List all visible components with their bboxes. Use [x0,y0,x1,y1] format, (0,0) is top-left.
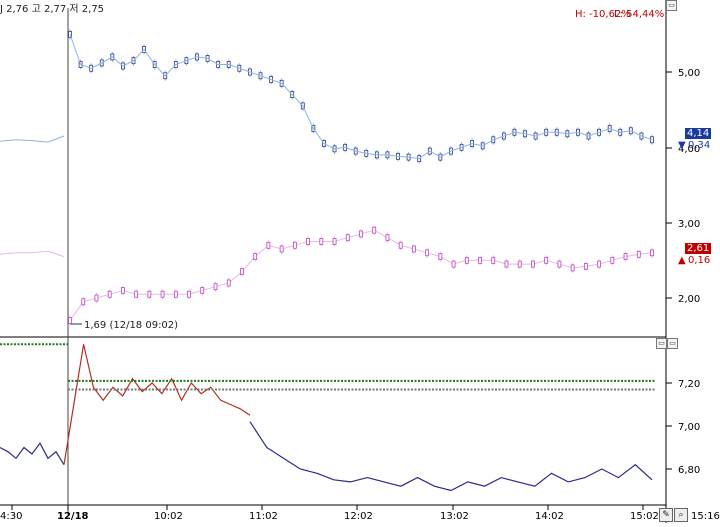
purple-candle [187,290,191,298]
purple-candle [332,238,337,245]
purple-candle [359,230,363,238]
purple-candle [200,287,205,294]
purple-candle [544,256,549,264]
upper-y-tick-label: 3,00 [678,219,700,230]
purple-candle [213,283,218,291]
purple-candle [173,290,178,298]
purple-candle [412,245,416,253]
edit-icon[interactable]: ✎ [659,508,673,522]
purple-candle [345,234,350,242]
purple-candle [491,256,496,264]
purple-candle [266,241,271,249]
blue-price-badge: 4,14 [685,128,712,139]
low-annotation-label: 1,69 (12/18 09:02) [84,320,178,331]
x-tick-label: 13:02 [440,511,469,522]
purple-candle [610,256,615,264]
purple-candle [504,260,509,268]
purple-candle [94,294,99,302]
purple-candle [636,250,641,258]
purple-candle [464,256,469,264]
purple-candle [226,279,231,287]
purple-candle [372,226,377,234]
purple-candle [531,260,535,268]
purple-candle [623,253,628,260]
purple-candle [319,238,324,245]
lower-y-tick-label: 6,80 [678,465,700,476]
upper-y-tick-label: 5,00 [678,68,700,79]
purple-candle [160,290,165,298]
x-tick-label: 14:02 [535,511,564,522]
purple-candle [478,256,482,264]
lower-navy-line [249,421,653,492]
purple-series-line [69,229,653,321]
x-tick-label: 12:02 [344,511,373,522]
blue-change-label: 0,34 [688,140,711,151]
red-change-arrow-icon: ▲ [678,255,686,266]
low-percent: L: 54,44% [614,9,665,20]
purple-candle [398,241,403,249]
x-tick-label: 15:02 [630,511,659,522]
purple-candle [557,260,562,268]
purple-candle [68,317,72,325]
purple-candle [147,290,152,298]
panel-restore-icon[interactable]: ▭ [666,0,677,11]
upper-y-tick-label: 2,00 [678,294,700,305]
lower-y-tick-label: 7,20 [678,379,700,390]
lower-panel-maximize-icon[interactable]: ▭ [667,338,678,349]
red-price-badge: 2,61 [685,243,712,254]
upper-y-tick-label: 4,00 [678,144,700,155]
purple-candle [81,298,86,306]
x-axis: 4:30 12/18 10:02 11:02 12:02 13:02 14:02… [0,505,720,522]
purple-candle [650,249,654,257]
x-tick-label: 4:30 [0,511,22,522]
blue-series-pre-line [0,135,65,143]
purple-candle [121,287,125,294]
purple-candle [451,260,456,268]
purple-candle [306,238,310,245]
x-tick-label: 10:02 [154,511,183,522]
purple-candle [583,262,588,270]
purple-candle [134,290,139,298]
lower-pre-line [0,442,65,466]
purple-candle [292,241,297,249]
blue-change-arrow-icon: ▼ [678,140,686,151]
purple-candle [597,260,601,268]
ohlc-header: J 2,76 고 2,77 저 2,75 [0,4,105,15]
blue-series-line [69,34,653,160]
lower-panel-minimize-icon[interactable]: ▭ [656,338,667,349]
purple-candle [253,253,258,260]
purple-series-pre-line [0,250,65,258]
purple-candle [425,249,430,257]
purple-candle [240,268,244,276]
lower-y-axis: 7,20 7,00 6,80 [666,379,700,476]
x-tick-label: 11:02 [249,511,278,522]
purple-candle [107,290,112,298]
red-change-label: 0,16 [688,255,711,266]
lower-y-tick-label: 7,00 [678,422,700,433]
chart-marks [0,29,655,492]
lower-red-line [63,344,251,465]
zoom-icon[interactable]: ⌕ [674,508,688,522]
x-tick-label: 12/18 [57,511,89,522]
purple-candle [438,253,443,260]
purple-candle [385,234,390,242]
x-tick-label: 15:16 [691,511,720,522]
upper-y-axis: 5,00 4,00 3,00 2,00 [666,68,700,305]
purple-candle [570,264,575,272]
purple-candle [279,245,284,253]
high-percent: H: -10,62% [575,9,631,20]
purple-candle [517,260,522,268]
